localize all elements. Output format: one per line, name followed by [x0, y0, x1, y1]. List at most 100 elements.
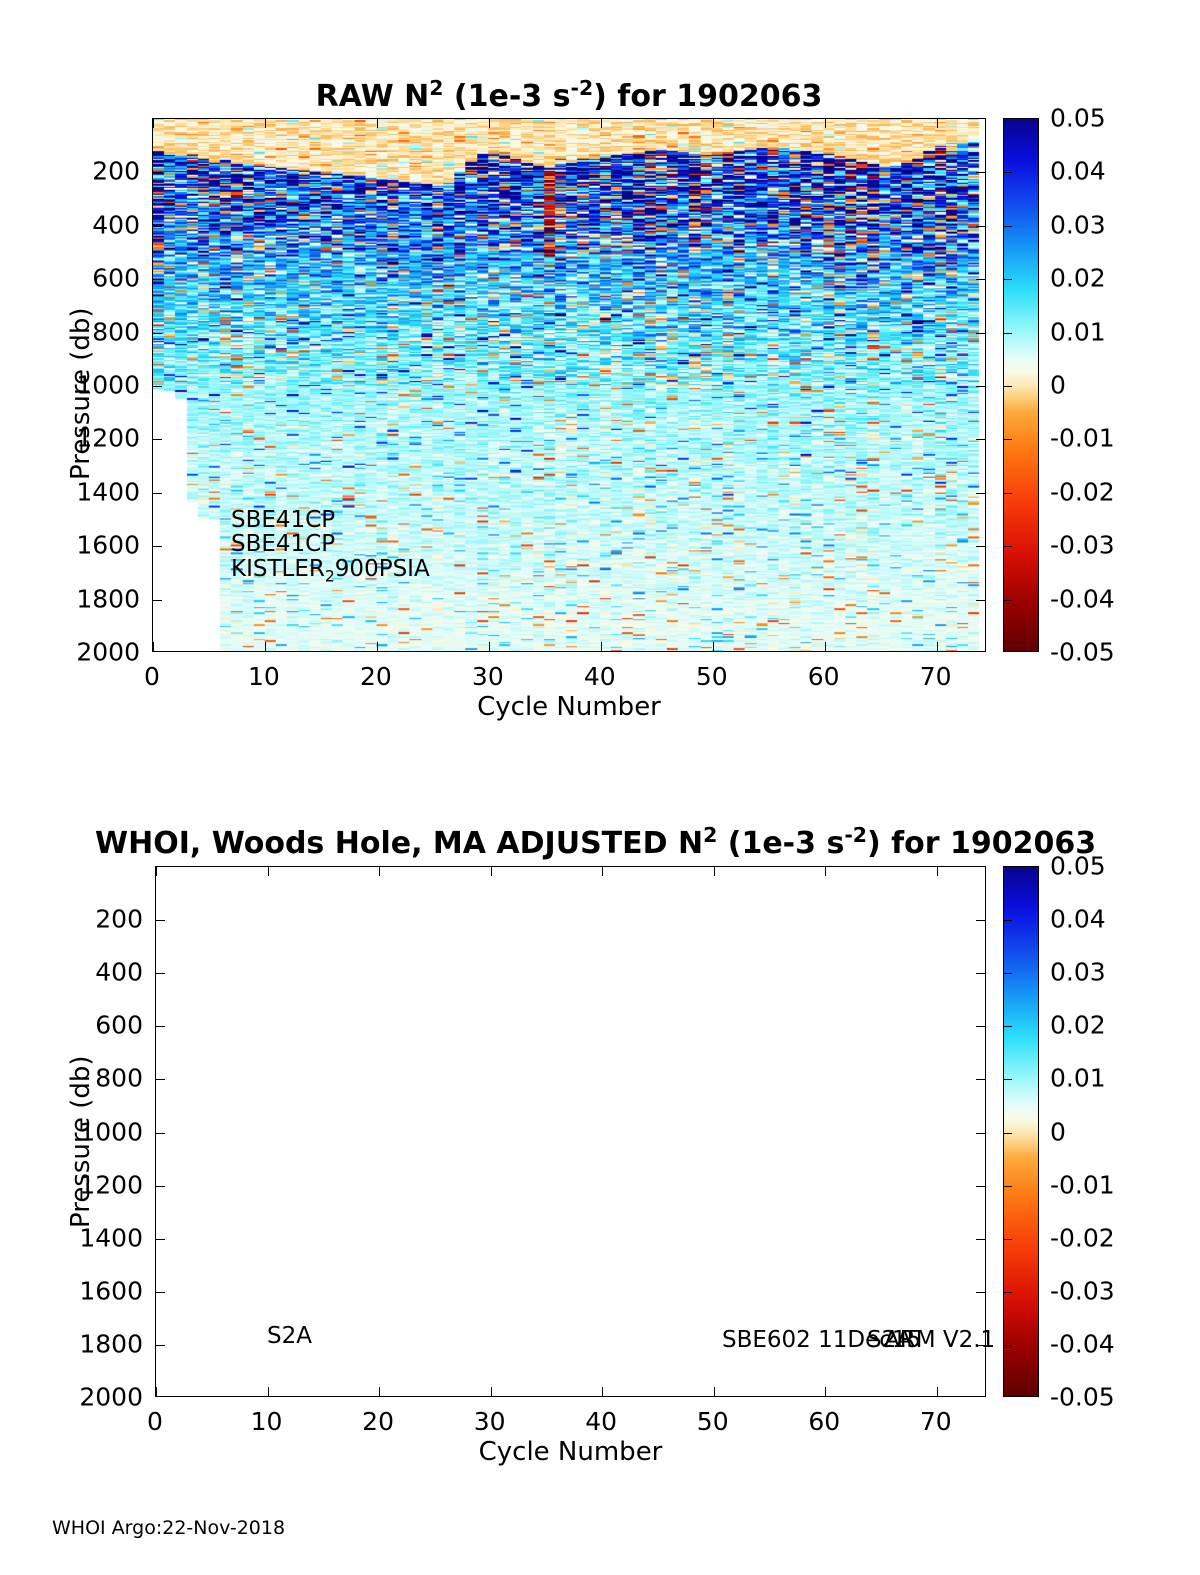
annot-calib-arm: ARM V2.1 [884, 1327, 996, 1353]
tick-y-right-1000 [976, 1132, 985, 1134]
tick-y-200 [156, 920, 165, 922]
tick-y-right-200 [976, 920, 985, 922]
colorbar-label-0.04: 0.04 [1050, 156, 1106, 186]
tick-x-60 [824, 642, 826, 651]
tick-y-1400 [156, 1238, 165, 1240]
ytick-label-1000: 1000 [76, 370, 140, 400]
colorbar-tick--0.03 [1004, 546, 1012, 548]
colorbar-label-0.01: 0.01 [1050, 1063, 1106, 1093]
annot-float-model: S2A [267, 1323, 312, 1349]
tick-x-70 [936, 642, 938, 651]
ytick-label-1200: 1200 [79, 1170, 143, 1200]
tick-x-20 [379, 1387, 381, 1396]
tick-y-800 [153, 332, 162, 334]
colorbar-tick-0 [1004, 1132, 1012, 1134]
tick-x-top-30 [488, 119, 490, 128]
colorbar-tick-0.03 [1004, 973, 1012, 975]
panel-adjusted-title-sup2: -2 [844, 823, 867, 847]
tick-y-1000 [156, 1132, 165, 1134]
tick-x-50 [712, 642, 714, 651]
tick-x-top-0 [156, 867, 157, 876]
panel-raw-title-text-mid: (1e-3 s [443, 79, 571, 114]
tick-y-right-1000 [976, 386, 985, 387]
colorbar-tick--0.02 [1004, 492, 1012, 494]
annot-sensor-pressure-pre: KISTLER [231, 556, 325, 582]
tick-y-1600 [153, 546, 162, 548]
colorbar-label-0.02: 0.02 [1050, 263, 1106, 293]
ytick-label-1800: 1800 [79, 1329, 143, 1359]
colorbar-label--0.01: -0.01 [1050, 1170, 1115, 1200]
tick-y-800 [156, 1079, 165, 1081]
ytick-label-200: 200 [92, 156, 140, 186]
tick-x-40 [602, 1387, 604, 1396]
colorbar-tick-0 [1004, 386, 1012, 387]
xtick-label-40: 40 [583, 662, 616, 691]
tick-y-right-800 [976, 1079, 985, 1081]
annot-calib-sensor: SBE602 11Dec15 [722, 1327, 922, 1353]
tick-y-1400 [153, 492, 162, 494]
panel-adjusted-title-text-post: ) for 1902063 [866, 826, 1097, 861]
panel-raw-colorbar-gradient [1004, 119, 1038, 651]
colorbar-tick-0.03 [1004, 225, 1012, 227]
tick-y-right-200 [976, 172, 985, 174]
xtick-label-70: 70 [919, 1407, 952, 1436]
ytick-label-800: 800 [95, 1063, 143, 1093]
ytick-label-800: 800 [92, 317, 140, 347]
panel-raw-title-sup2: -2 [570, 76, 594, 100]
colorbar-tick-0.02 [1004, 1026, 1012, 1028]
tick-y-600 [153, 279, 162, 281]
panel-adjusted-title-sup1: 2 [703, 823, 718, 847]
tick-x-top-60 [824, 119, 826, 128]
tick-y-right-400 [976, 225, 985, 227]
tick-x-top-10 [267, 867, 269, 876]
panel-raw-axes[interactable] [152, 118, 986, 652]
tick-y-1200 [156, 1185, 165, 1187]
ytick-label-1800: 1800 [76, 584, 140, 614]
tick-x-top-40 [600, 119, 602, 128]
annot-sensor-pressure-sub: 2 [324, 566, 335, 586]
tick-x-30 [488, 642, 490, 651]
tick-x-top-50 [712, 119, 714, 128]
tick-x-10 [267, 1387, 269, 1396]
xtick-label-60: 60 [807, 662, 840, 691]
colorbar-label--0.03: -0.03 [1050, 1276, 1115, 1306]
panel-adjusted-title: WHOI, Woods Hole, MA ADJUSTED N2 (1e-3 s… [95, 823, 1096, 861]
tick-y-right-400 [976, 973, 985, 975]
tick-x-0 [153, 642, 154, 651]
tick-x-top-50 [713, 867, 715, 876]
colorbar-label--0.01: -0.01 [1050, 423, 1115, 453]
tick-x-70 [936, 1387, 938, 1396]
ytick-label-400: 400 [92, 210, 140, 240]
colorbar-tick-0.02 [1004, 279, 1012, 281]
tick-x-top-60 [825, 867, 827, 876]
tick-y-1600 [156, 1291, 165, 1293]
xtick-label-50: 50 [695, 662, 728, 691]
colorbar-tick--0.03 [1004, 1291, 1012, 1293]
colorbar-tick-0.01 [1004, 332, 1012, 334]
panel-raw-colorbar[interactable] [1003, 118, 1039, 652]
colorbar-tick--0.04 [1004, 599, 1012, 601]
xtick-label-30: 30 [471, 662, 504, 691]
xtick-label-20: 20 [359, 662, 392, 691]
annot-sensor-pressure-post: 900PSIA [334, 556, 430, 582]
tick-y-right-1200 [976, 1185, 985, 1187]
tick-x-top-40 [602, 867, 604, 876]
panel-adjusted-yaxis-label: Pressure (db) [66, 1055, 96, 1228]
xtick-label-10: 10 [248, 662, 280, 691]
ytick-label-400: 400 [95, 957, 143, 987]
panel-adjusted-axes[interactable] [155, 866, 986, 1397]
colorbar-label-0.05: 0.05 [1050, 851, 1106, 881]
xtick-label-70: 70 [919, 662, 952, 691]
xtick-label-0: 0 [144, 662, 160, 691]
tick-y-right-1600 [976, 1291, 985, 1293]
colorbar-label-0.03: 0.03 [1050, 210, 1106, 240]
tick-y-right-1600 [976, 546, 985, 548]
tick-y-1200 [153, 439, 162, 441]
panel-adjusted-colorbar[interactable] [1003, 866, 1039, 1397]
tick-y-600 [156, 1026, 165, 1028]
ytick-label-1600: 1600 [76, 530, 140, 560]
tick-y-1000 [153, 386, 162, 387]
colorbar-tick--0.04 [1004, 1344, 1012, 1346]
colorbar-tick--0.02 [1004, 1238, 1012, 1240]
panel-raw-heatmap [153, 119, 985, 651]
